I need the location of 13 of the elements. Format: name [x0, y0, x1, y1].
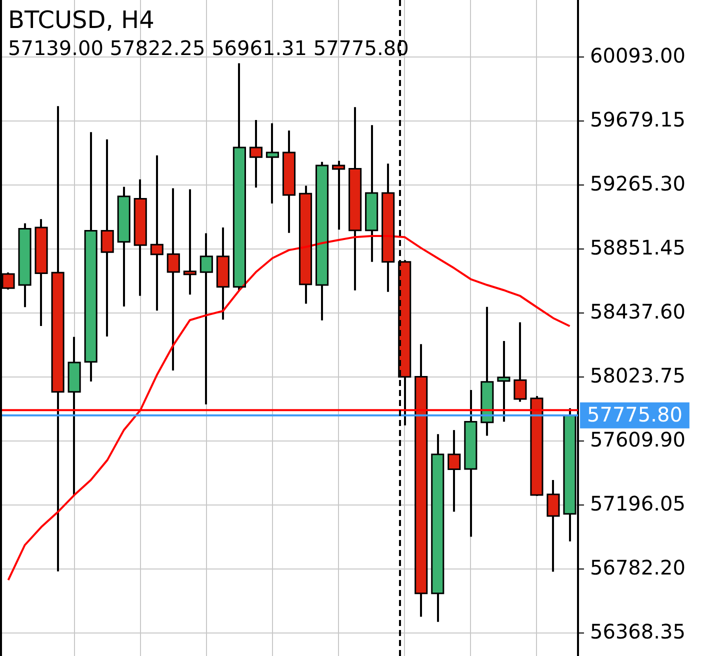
y-tick-label: 58437.60 — [590, 299, 686, 324]
y-tick-label: 60093.00 — [590, 43, 686, 68]
y-tick-label: 57609.90 — [590, 427, 686, 452]
y-tick-label: 57196.05 — [590, 491, 686, 516]
y-tick-label: 56368.35 — [590, 619, 686, 644]
y-tick-label: 59265.30 — [590, 171, 686, 196]
y-tick-label: 58023.75 — [590, 363, 686, 388]
chart-title: BTCUSD, H4 — [8, 6, 154, 34]
y-tick-label: 56782.20 — [590, 555, 686, 580]
ref-line-label: 57775.80 — [587, 402, 682, 427]
y-tick-label: 59679.15 — [590, 107, 686, 132]
y-tick-label: 58851.45 — [590, 235, 686, 260]
annotation: 57139.00 57822.25 56961.31 57775.80 — [8, 36, 409, 60]
